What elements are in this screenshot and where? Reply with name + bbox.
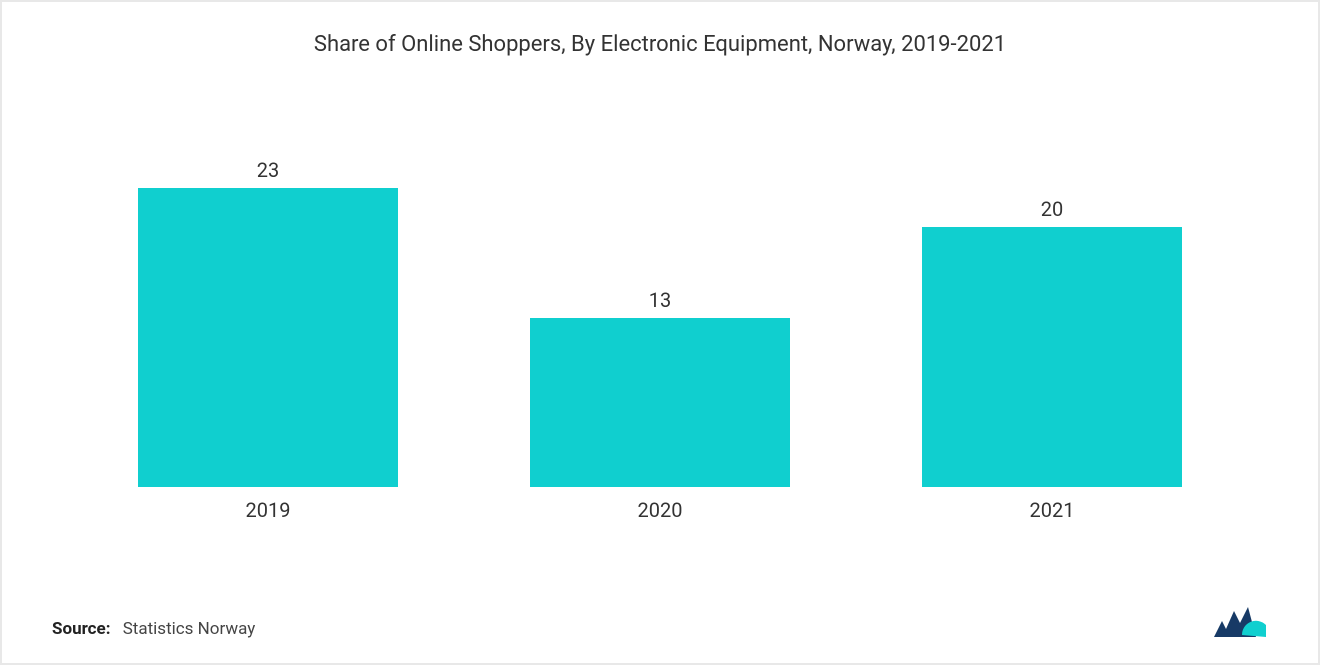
bar — [530, 318, 790, 487]
bars-container: 23 13 20 — [72, 97, 1248, 487]
x-tick-label: 2020 — [464, 488, 856, 537]
bar-group: 23 — [72, 158, 464, 487]
plot-area: 23 13 20 — [72, 97, 1248, 487]
source-citation: Source: Statistics Norway — [52, 619, 255, 639]
chart-title: Share of Online Shoppers, By Electronic … — [52, 32, 1268, 57]
chart-plot: 23 13 20 201920202021 — [72, 67, 1248, 537]
bar-group: 20 — [856, 197, 1248, 487]
x-tick-label: 2019 — [72, 488, 464, 537]
x-tick-label: 2021 — [856, 488, 1248, 537]
bar — [922, 227, 1182, 487]
bar — [138, 188, 398, 487]
mordor-intelligence-icon — [1212, 603, 1268, 639]
x-axis: 201920202021 — [72, 487, 1248, 537]
source-label: Source: — [52, 619, 110, 639]
source-text: Statistics Norway — [123, 619, 256, 639]
bar-value-label: 20 — [1041, 197, 1063, 221]
bar-group: 13 — [464, 288, 856, 487]
bar-value-label: 23 — [257, 158, 279, 182]
chart-footer: Source: Statistics Norway — [52, 603, 1268, 639]
bar-value-label: 13 — [649, 288, 671, 312]
